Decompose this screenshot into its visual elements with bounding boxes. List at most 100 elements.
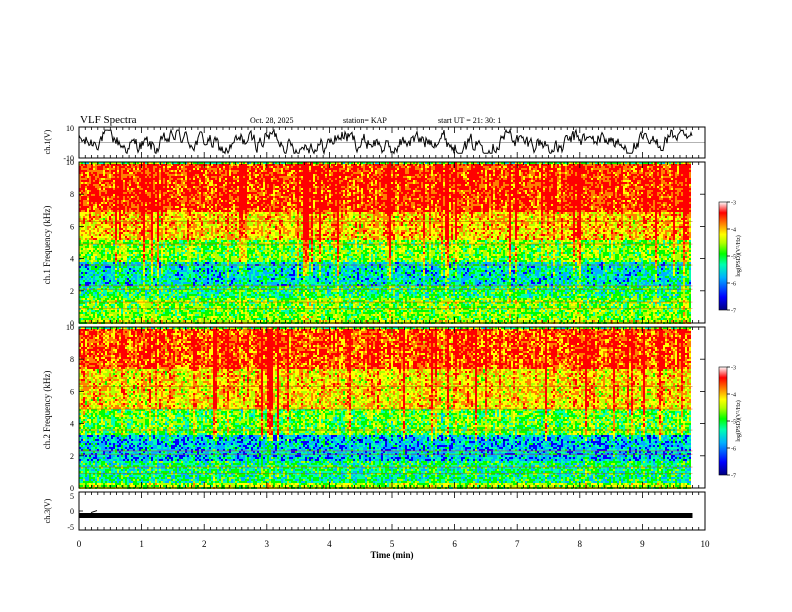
- ch1-spectrogram-cell: [343, 178, 345, 180]
- ch1-spectrogram-cell: [665, 186, 669, 188]
- ch1-spectrogram-cell: [397, 186, 399, 188]
- ch1-spectrogram-cell: [659, 188, 661, 190]
- ch1-spectrogram-cell: [573, 166, 585, 168]
- ch1-spectrogram-cell: [303, 176, 313, 178]
- ch1-spectrogram-cell: [601, 172, 603, 174]
- ch1-spectrogram-cell: [563, 188, 567, 190]
- ch1-spectrogram-cell: [293, 186, 295, 188]
- ch1-spectrogram-cell: [401, 190, 413, 192]
- ch1-spectrogram-cell: [415, 192, 425, 194]
- ch1-spectrogram-cell: [547, 186, 549, 188]
- ch1-spectrogram-cell: [469, 186, 471, 188]
- ch1-spectrogram-cell: [507, 176, 511, 178]
- ch1-spectrogram-cell: [169, 186, 171, 188]
- ch1-spectrogram-cell: [217, 166, 219, 168]
- ch1-spectrogram-cell: [231, 190, 233, 192]
- ch1-spectrogram-cell: [355, 180, 357, 182]
- ch1-spectrogram-cell: [207, 172, 209, 174]
- ch1-spectrogram-cell: [437, 174, 439, 176]
- ch1-spectrogram-cell: [453, 180, 455, 182]
- ch1-spectrogram-cell: [367, 218, 369, 220]
- ch1-spectrogram-cell: [237, 188, 239, 190]
- ch1-spectrogram-cell: [237, 172, 249, 174]
- ch1-spectrogram-cell: [161, 198, 167, 200]
- ch1-spectrogram-cell: [639, 212, 643, 214]
- ch1-spectrogram-cell: [327, 196, 329, 198]
- ch1-spectrogram-cell: [525, 196, 529, 198]
- ch1-spectrogram-cell: [217, 170, 219, 172]
- ch1-spectrogram-cell: [263, 162, 267, 164]
- ch1-spectrogram-cell: [357, 184, 359, 186]
- ch1-spectrogram-cell: [145, 192, 151, 194]
- ch1-spectrogram-cell: [469, 184, 475, 186]
- ch1-spectrogram-cell: [489, 162, 491, 164]
- ch1-spectrogram-cell: [539, 190, 543, 192]
- ch1-spectrogram-cell: [593, 216, 595, 218]
- ch1-spectrogram-cell: [485, 176, 487, 178]
- ch1-spectrogram-cell: [315, 180, 321, 182]
- ch1-spectrogram-cell: [361, 176, 363, 178]
- ch1-spectrogram-cell: [361, 214, 365, 216]
- ch1-spectrogram-cell: [273, 196, 275, 198]
- ch1-spectrogram-cell: [375, 162, 377, 164]
- ch1-spectrogram-cell: [213, 212, 215, 214]
- ch1-spectrogram-cell: [669, 174, 671, 176]
- ch1-spectrogram-cell: [599, 214, 601, 216]
- ch1-spectrogram-cell: [105, 184, 107, 186]
- ch1-spectrogram-cell: [499, 190, 501, 192]
- ch1-spectrogram-image: [79, 162, 705, 324]
- ch1-spectrogram-cell: [531, 202, 533, 204]
- ch1-spectrogram-cell: [251, 178, 253, 180]
- ch1-spectrogram-cell: [415, 194, 419, 196]
- ch1-spectrogram-cell: [537, 206, 541, 208]
- ch1-spectrogram-cell: [109, 166, 111, 168]
- ch1-spectrogram-cell: [81, 196, 87, 198]
- ch1-spectrogram-cell: [629, 196, 631, 198]
- ch1-spectrogram-cell: [233, 214, 235, 216]
- ch1-spectrogram-cell: [87, 208, 89, 210]
- ch1-spectrogram-cell: [377, 192, 383, 194]
- ch1-spectrogram-cell: [191, 196, 193, 198]
- ch1-spectrogram-cell: [563, 198, 565, 200]
- ch1-spectrogram-cell: [355, 162, 357, 164]
- ch1-spectrogram-cell: [491, 212, 493, 214]
- ch1-spectrogram-cell: [557, 188, 559, 190]
- ch1-spectrogram-cell: [663, 206, 665, 208]
- ch1-spectrogram-cell: [465, 164, 467, 166]
- ch1-spectrogram-cell: [417, 204, 421, 206]
- ch1-spectrogram-cell: [465, 216, 467, 218]
- ch1-spectrogram-cell: [313, 202, 315, 204]
- ch1-spectrogram-cell: [553, 198, 557, 200]
- ch1-spectrogram-cell: [531, 190, 533, 192]
- ch1-spectrogram-cell: [633, 216, 637, 218]
- ch1-spectrogram-cell: [85, 210, 87, 212]
- ch1-spectrogram-cell: [513, 168, 515, 170]
- ch1-spectrogram-cell: [465, 172, 467, 174]
- ch1-spectrogram-cell: [413, 190, 415, 192]
- ch1-spectrogram-cell: [169, 180, 171, 182]
- ch1-spectrogram-cell: [323, 216, 327, 218]
- ch1-spectrogram-cell: [89, 168, 93, 170]
- ch1-spectrogram-cell: [343, 206, 345, 208]
- ch1-spectrogram-cell: [603, 176, 611, 178]
- ch1-spectrogram-cell: [251, 188, 253, 190]
- ch1-spectrogram-cell: [105, 182, 109, 184]
- ch1-spectrogram-cell: [217, 216, 219, 218]
- ch1-spectrogram-cell: [535, 188, 537, 190]
- ch1-spectrogram-cell: [489, 204, 497, 206]
- ch1-spectrogram-cell: [397, 208, 399, 210]
- ch1-spectrogram-cell: [411, 200, 421, 202]
- ch1-spectrogram-cell: [271, 202, 273, 204]
- ch1-spectrogram-cell: [123, 184, 125, 186]
- ch1-spectrogram-cell: [357, 218, 359, 220]
- ch1-spectrogram-cell: [343, 212, 345, 214]
- ch1-spectrogram-cell: [673, 196, 675, 198]
- ch1-spectrogram-cell: [535, 202, 537, 204]
- ch1-spectrogram-cell: [247, 218, 251, 220]
- ch1-spectrogram-cell: [603, 192, 605, 194]
- ch1-spectrogram-cell: [325, 174, 327, 176]
- ch1-spectrogram-cell: [679, 184, 681, 186]
- ch1-spectrogram-cell: [321, 214, 323, 216]
- ch1-spectrogram-cell: [393, 212, 397, 214]
